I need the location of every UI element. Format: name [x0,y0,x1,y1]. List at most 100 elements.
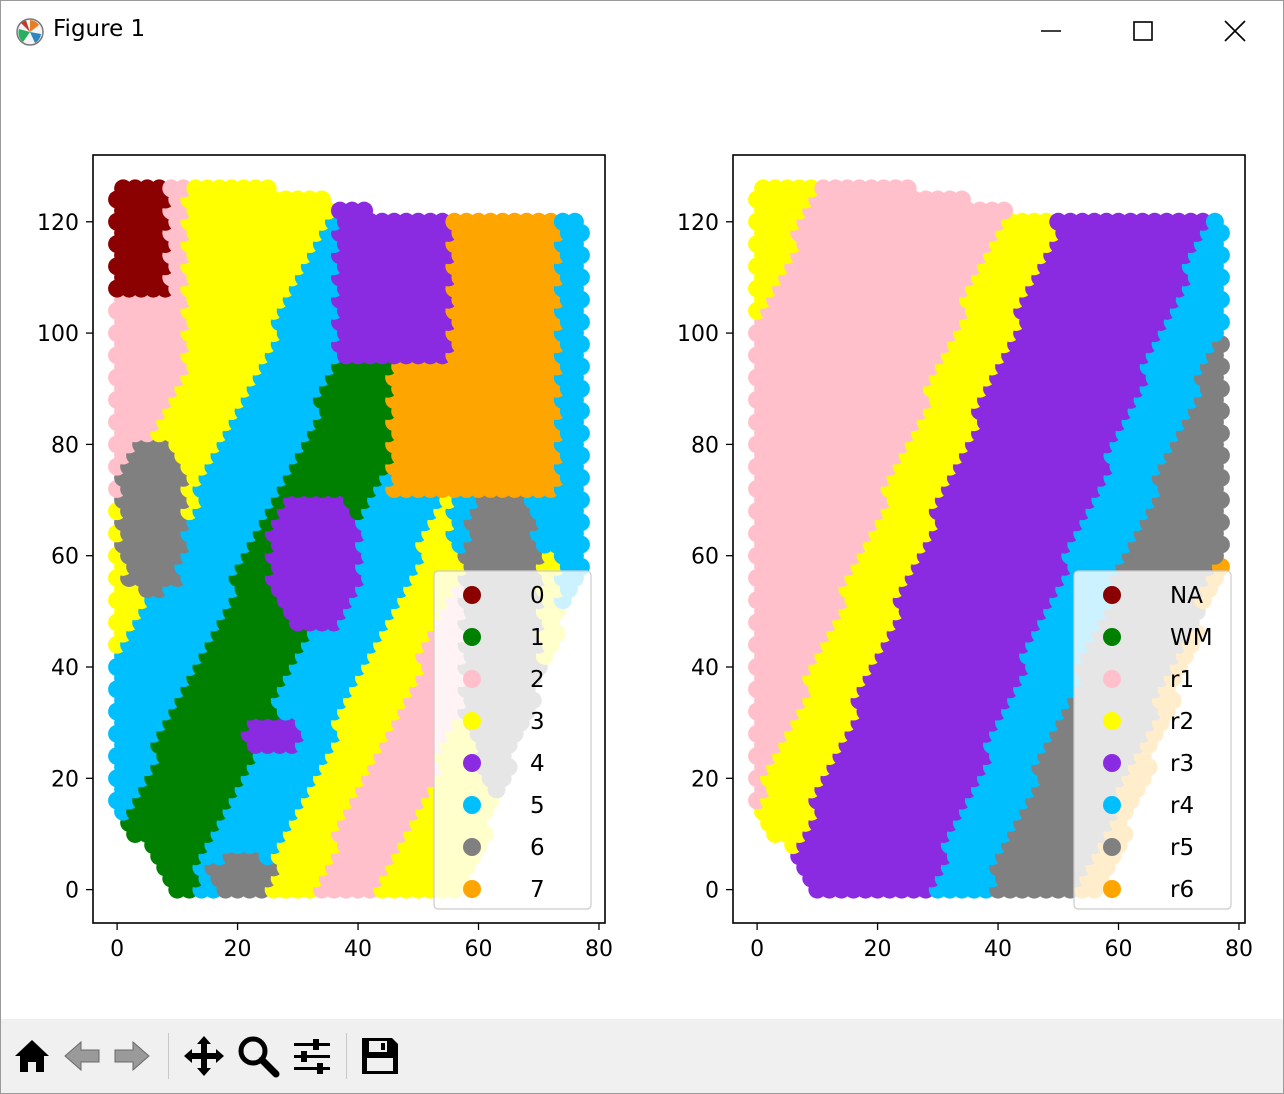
legend-label: 6 [530,835,545,861]
y-tick-label: 40 [51,656,79,681]
move-icon [184,1036,224,1076]
minimize-button[interactable] [1005,1,1097,61]
y-tick-label: 20 [51,767,79,792]
floppy-disk-icon [362,1038,398,1074]
legend-label: 2 [530,667,545,693]
legend-label: 3 [530,709,545,735]
scatter-point [355,201,374,220]
axes-frame [732,154,1246,924]
arrow-left-icon [64,1040,100,1072]
scatter-point [258,179,277,198]
legend-marker [1103,880,1121,898]
legend-label: r6 [1170,877,1194,903]
legend-marker [463,838,481,856]
scatter-point [312,190,331,209]
toolbar-separator [168,1033,169,1079]
legend-label: 7 [530,877,545,903]
legend-marker [1103,796,1121,814]
legend-marker [1103,712,1121,730]
y-tick-label: 120 [677,211,719,236]
scatter-point [898,179,917,198]
x-tick-label: 60 [1105,937,1133,962]
y-tick-label: 120 [37,211,79,236]
title-bar: Figure 1 [1,1,1283,61]
legend-label: 0 [530,583,545,609]
x-tick-label: 40 [984,937,1012,962]
y-tick-label: 60 [51,545,79,570]
legend-label: r3 [1170,751,1194,777]
maximize-button[interactable] [1097,1,1189,61]
x-tick-label: 20 [864,937,892,962]
legend-marker [463,796,481,814]
legend-label: r5 [1170,835,1194,861]
legend-label: r2 [1170,709,1194,735]
zoom-icon [238,1036,280,1078]
y-tick-label: 80 [51,433,79,458]
window-title: Figure 1 [53,16,146,42]
scatter-points [748,179,1230,899]
x-tick-label: 0 [110,937,124,962]
axes-frame [92,154,606,924]
legend-marker [463,628,481,646]
legend-marker [463,880,481,898]
legend-marker [1103,754,1121,772]
scatter-point [995,201,1014,220]
sliders-icon [294,1039,330,1074]
configure-subplots-button[interactable] [289,1031,335,1081]
y-tick-label: 60 [691,545,719,570]
x-tick-label: 40 [344,937,372,962]
save-button[interactable] [357,1031,403,1081]
legend-marker [463,586,481,604]
y-tick-label: 0 [705,879,719,904]
legend-marker [463,670,481,688]
legend-marker [463,754,481,772]
figure-canvas[interactable]: 0 20 40 60 80 0 20 40 60 80 100 120 0 1 2 3 4 5 6 7 0 20 40 60… [1,61,1283,1019]
legend-frame [433,570,592,910]
x-tick-label: 60 [465,937,493,962]
scatter-point [565,212,584,231]
close-button[interactable] [1189,1,1281,61]
legend-marker [1103,586,1121,604]
legend-label: NA [1170,583,1203,609]
legend: NA WM r1 r2 r3 r4 r5 r6 [1073,570,1232,910]
y-tick-label: 100 [37,322,79,347]
toolbar-separator [346,1033,347,1079]
scatter-point [952,190,971,209]
legend-label: 4 [530,751,545,777]
legend-label: 1 [530,625,545,651]
y-tick-label: 0 [65,879,79,904]
navigation-toolbar [1,1019,1283,1093]
home-icon [15,1040,49,1072]
y-tick-label: 20 [691,767,719,792]
legend-marker [1103,670,1121,688]
legend-frame [1073,570,1232,910]
back-button[interactable] [59,1031,105,1081]
home-button[interactable] [9,1031,55,1081]
scatter-plot-clusters: 0 20 40 60 80 0 20 40 60 80 100 120 0 1 2 3 4 5 6 7 [37,154,613,962]
y-tick-label: 40 [691,656,719,681]
x-tick-label: 20 [224,937,252,962]
close-icon [1224,20,1246,42]
x-tick-label: 80 [585,937,613,962]
legend-label: WM [1170,625,1213,651]
scatter-point [1205,212,1224,231]
x-tick-label: 80 [1225,937,1253,962]
legend-marker [1103,628,1121,646]
maximize-icon [1133,21,1153,41]
matplotlib-logo-icon [16,18,44,46]
forward-button[interactable] [109,1031,155,1081]
legend: 0 1 2 3 4 5 6 7 [433,570,592,910]
pan-button[interactable] [181,1031,227,1081]
legend-label: r4 [1170,793,1194,819]
minimize-icon [1041,30,1061,32]
legend-marker [463,712,481,730]
y-tick-label: 100 [677,322,719,347]
legend-label: r1 [1170,667,1194,693]
arrow-right-icon [114,1040,150,1072]
x-tick-label: 0 [750,937,764,962]
legend-marker [1103,838,1121,856]
zoom-button[interactable] [235,1031,281,1081]
legend-label: 5 [530,793,545,819]
